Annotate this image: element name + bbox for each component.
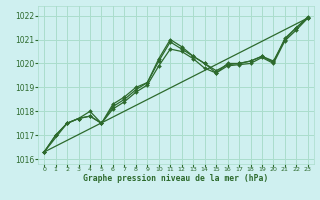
X-axis label: Graphe pression niveau de la mer (hPa): Graphe pression niveau de la mer (hPa) — [84, 174, 268, 183]
